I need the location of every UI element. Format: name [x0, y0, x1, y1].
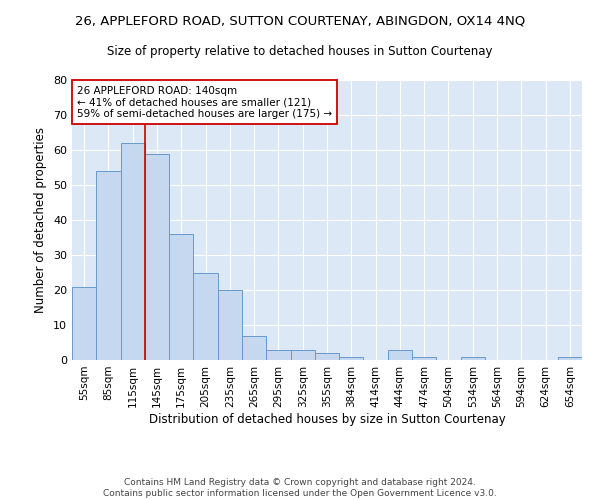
X-axis label: Distribution of detached houses by size in Sutton Courtenay: Distribution of detached houses by size … [149, 412, 505, 426]
Bar [121, 143, 145, 360]
Text: Size of property relative to detached houses in Sutton Courtenay: Size of property relative to detached ho… [107, 45, 493, 58]
Bar [96, 171, 121, 360]
Bar [388, 350, 412, 360]
Bar [242, 336, 266, 360]
Bar [266, 350, 290, 360]
Bar [72, 286, 96, 360]
Bar [193, 272, 218, 360]
Bar [169, 234, 193, 360]
Bar [315, 353, 339, 360]
Text: 26, APPLEFORD ROAD, SUTTON COURTENAY, ABINGDON, OX14 4NQ: 26, APPLEFORD ROAD, SUTTON COURTENAY, AB… [75, 15, 525, 28]
Bar [218, 290, 242, 360]
Bar [412, 356, 436, 360]
Text: Contains HM Land Registry data © Crown copyright and database right 2024.
Contai: Contains HM Land Registry data © Crown c… [103, 478, 497, 498]
Bar [461, 356, 485, 360]
Text: 26 APPLEFORD ROAD: 140sqm
← 41% of detached houses are smaller (121)
59% of semi: 26 APPLEFORD ROAD: 140sqm ← 41% of detac… [77, 86, 332, 119]
Bar [558, 356, 582, 360]
Bar [339, 356, 364, 360]
Y-axis label: Number of detached properties: Number of detached properties [34, 127, 47, 313]
Bar [290, 350, 315, 360]
Bar [145, 154, 169, 360]
